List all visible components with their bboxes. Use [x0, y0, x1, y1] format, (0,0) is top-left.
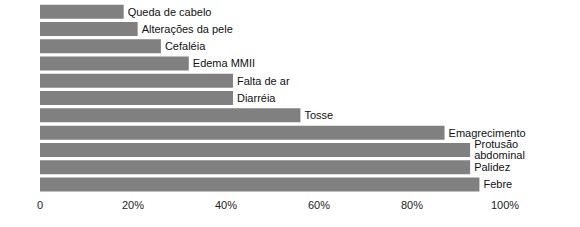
- svg-text:40%: 40%: [215, 199, 237, 211]
- svg-text:0: 0: [37, 199, 43, 211]
- svg-text:Cefaléia: Cefaléia: [165, 40, 206, 52]
- svg-text:Diarréia: Diarréia: [237, 92, 276, 104]
- svg-text:Tosse: Tosse: [304, 109, 333, 121]
- svg-text:100%: 100%: [491, 199, 519, 211]
- svg-text:20%: 20%: [122, 199, 144, 211]
- svg-text:Protusãoabdominal: Protusãoabdominal: [474, 138, 525, 161]
- svg-text:Palidez: Palidez: [474, 161, 510, 173]
- svg-text:Falta de ar: Falta de ar: [237, 75, 290, 87]
- svg-text:Alterações da pele: Alterações da pele: [142, 23, 233, 35]
- svg-text:Edema MMII: Edema MMII: [193, 57, 255, 69]
- svg-text:Emagrecimento: Emagrecimento: [449, 127, 526, 139]
- svg-text:Queda de cabelo: Queda de cabelo: [128, 6, 212, 18]
- svg-text:Febre: Febre: [483, 178, 512, 190]
- svg-text:80%: 80%: [401, 199, 423, 211]
- svg-text:60%: 60%: [308, 199, 330, 211]
